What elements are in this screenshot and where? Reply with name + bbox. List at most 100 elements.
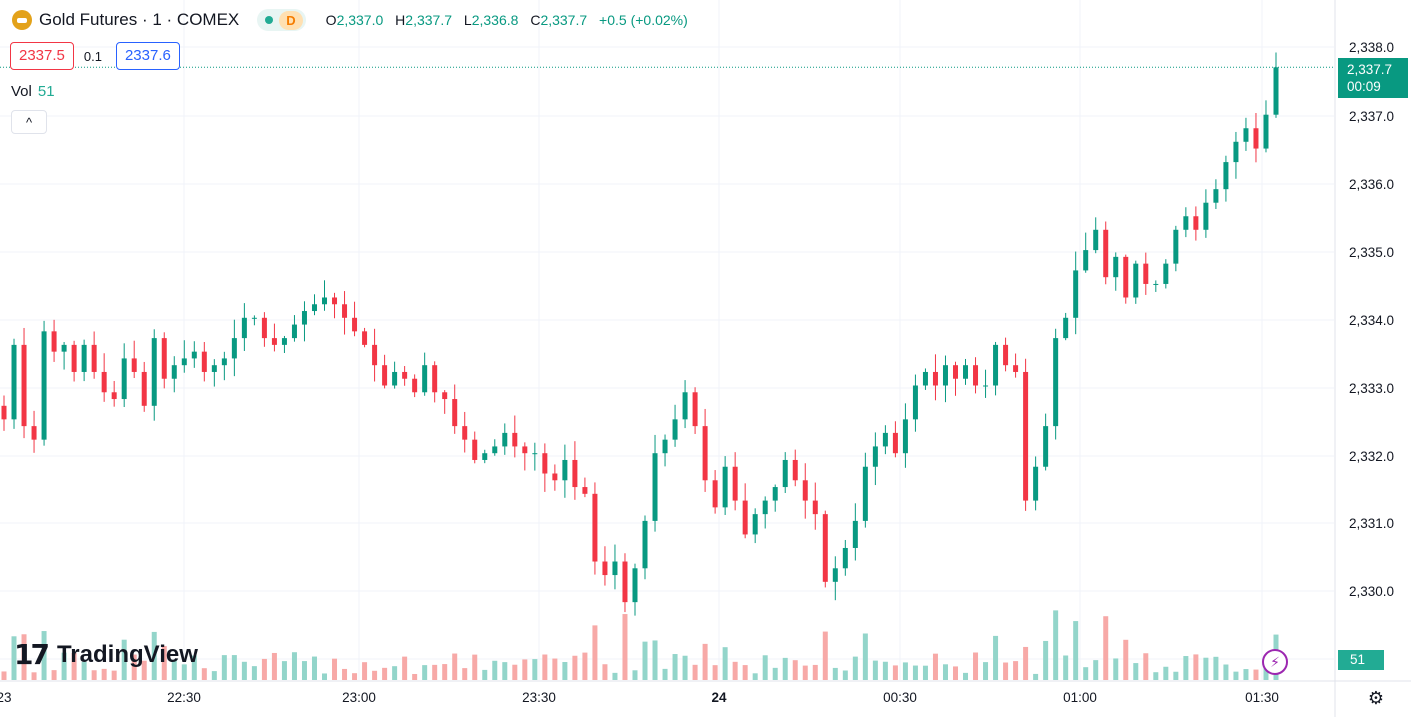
volume-bar [442, 664, 448, 680]
candle-body [832, 568, 838, 582]
volume-bar [983, 662, 989, 680]
candle-body [622, 561, 628, 603]
volume-bar [952, 666, 958, 680]
volume-bar [31, 672, 37, 680]
candle-body [121, 358, 127, 400]
bid-price-button[interactable]: 2337.5 [10, 42, 74, 70]
volume-bar [301, 661, 307, 680]
volume-bar [1123, 639, 1129, 680]
time-axis-label: 23 [0, 690, 12, 705]
volume-bar [752, 673, 758, 680]
volume-bar [181, 664, 187, 680]
candle-body [482, 453, 488, 460]
candle-body [452, 399, 458, 427]
volume-bar [1173, 671, 1179, 680]
open-label: O [325, 12, 337, 28]
candle-body [81, 344, 87, 372]
candle-body [131, 358, 137, 372]
volume-bar [71, 652, 77, 680]
volume-bar [131, 654, 137, 680]
candle-body [1243, 128, 1249, 142]
volume-bar [642, 641, 648, 680]
ask-price-button[interactable]: 2337.6 [115, 42, 180, 70]
candle-body [963, 365, 969, 379]
candle-body [672, 419, 678, 440]
volume-bar [342, 668, 348, 680]
quote-boxes: 2337.5 0.1 2337.6 [10, 42, 180, 70]
candle-body [422, 365, 428, 393]
candle-body [612, 561, 618, 576]
lightning-icon[interactable]: ⚡ [1262, 649, 1288, 675]
volume-bar [922, 665, 928, 680]
volume-bar [1193, 654, 1199, 680]
volume-bar [231, 655, 237, 680]
volume-bar [1073, 621, 1079, 680]
candle-body [71, 344, 77, 372]
volume-bar [41, 631, 47, 680]
volume-bar [1053, 610, 1059, 680]
volume-bar [993, 635, 999, 680]
candle-body [1013, 365, 1019, 372]
candle-body [382, 365, 388, 386]
volume-value: 51 [37, 83, 55, 100]
volume-bar [251, 666, 257, 680]
volume-bar [472, 654, 478, 680]
volume-bar [1063, 655, 1069, 680]
volume-bar [261, 658, 267, 680]
candle-body [41, 331, 47, 440]
candle-body [61, 344, 67, 352]
candle-body [983, 385, 989, 387]
volume-bar [101, 668, 107, 680]
volume-bar [311, 656, 317, 680]
volume-bar [792, 660, 798, 680]
candle-body [1063, 317, 1069, 339]
volume-bar [482, 669, 488, 680]
candle-body [592, 493, 598, 562]
volume-bar [1083, 667, 1089, 680]
volume-bar [1093, 660, 1099, 680]
candle-body [151, 338, 157, 406]
candle-body [402, 371, 408, 379]
volume-legend[interactable]: Vol 51 [11, 83, 55, 100]
candle-body [291, 324, 297, 339]
candle-body [782, 459, 788, 488]
symbol-title[interactable]: Gold Futures · 1 · COMEX [39, 10, 240, 29]
candle-body [973, 365, 979, 386]
volume-bar [732, 661, 738, 680]
open-value: 2,337.0 [336, 12, 384, 28]
candle-body [1183, 216, 1189, 230]
volume-bar [392, 666, 398, 680]
candle-body [21, 344, 27, 427]
volume-bar [372, 670, 378, 680]
settings-gear-icon[interactable]: ⚙ [1367, 687, 1385, 708]
candle-body [1133, 263, 1139, 298]
candle-body [642, 520, 648, 569]
volume-bar [1103, 616, 1109, 680]
candle-body [1253, 128, 1259, 149]
volume-bar [322, 673, 328, 680]
volume-label: Vol [11, 83, 32, 100]
price-axis-label: 2,336.0 [1349, 177, 1394, 192]
volume-bar [402, 656, 408, 680]
collapse-legend-button[interactable]: ^ [11, 110, 47, 134]
volume-bar [822, 631, 828, 680]
candle-body [392, 371, 398, 386]
volume-bar [622, 614, 628, 680]
candle-body [11, 344, 17, 420]
low-value: 2,336.8 [471, 12, 519, 28]
bar-countdown: 00:09 [1347, 79, 1381, 94]
market-status[interactable]: D [257, 9, 306, 31]
candle-body [251, 317, 257, 319]
candle-body [101, 371, 107, 393]
candle-body [842, 547, 848, 569]
candle-body [732, 466, 738, 501]
tradingview-logo[interactable]: 17 TradingView [14, 638, 198, 671]
candle-body [722, 466, 728, 508]
price-axis-label: 2,332.0 [1349, 449, 1394, 464]
candle-body [522, 446, 528, 454]
candle-body [542, 453, 548, 474]
candle-body [1103, 229, 1109, 278]
candle-body [322, 297, 328, 305]
price-axis-label: 2,331.0 [1349, 516, 1394, 531]
